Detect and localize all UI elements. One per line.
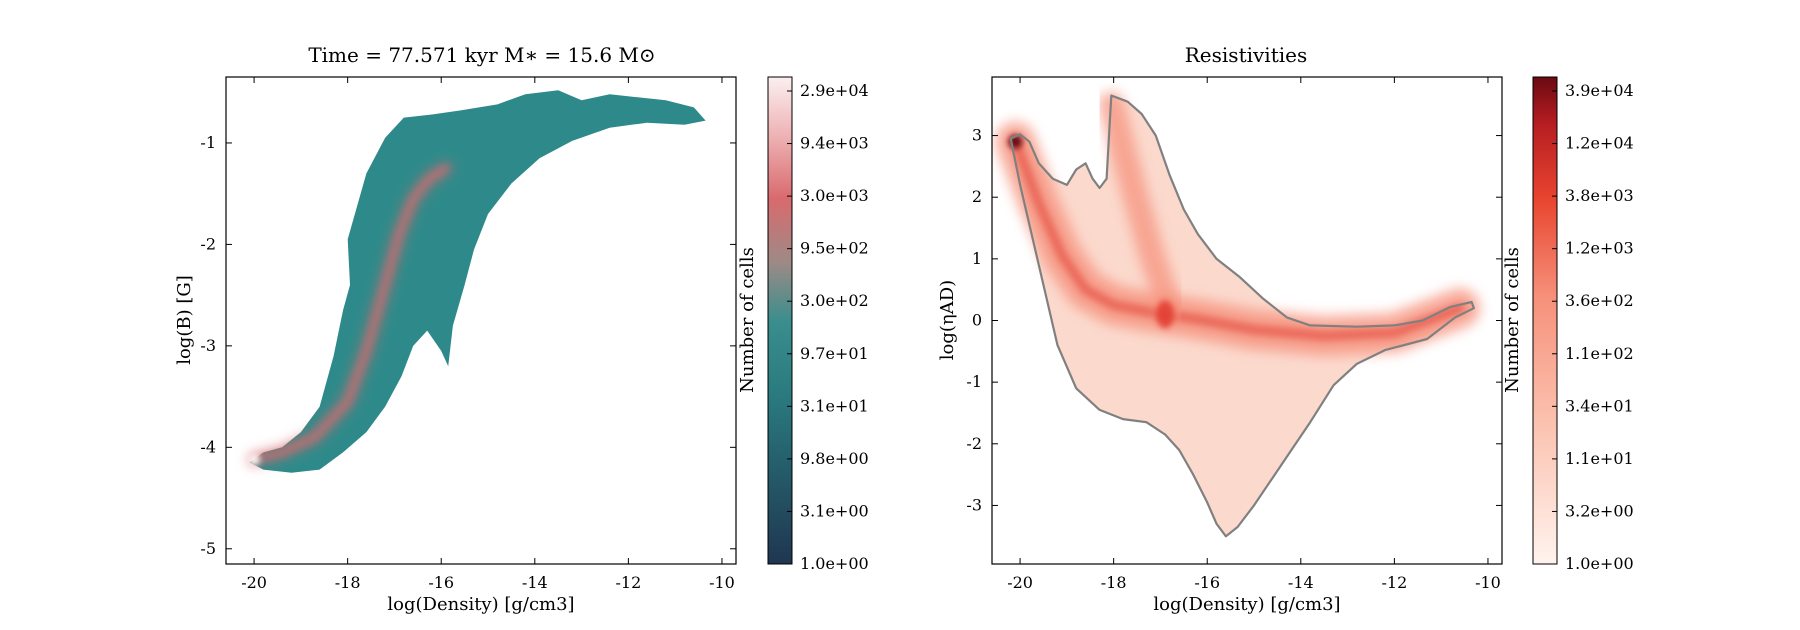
- p1-ytick-label: -2: [200, 234, 216, 253]
- p2-colorbar-tick-label: 3.9e+04: [1565, 81, 1634, 100]
- p2-colorbar-tick-label: 3.2e+00: [1565, 501, 1634, 520]
- p1-colorbar-tick-label: 3.1e+00: [800, 501, 869, 520]
- p2-ytick-label: 2: [972, 187, 982, 206]
- p2-xtick-label: -12: [1382, 573, 1408, 592]
- p2-colorbar-tick-label: 3.4e+01: [1565, 396, 1634, 415]
- magnetic-field-panel: Time = 77.571 kyr M∗ = 15.6 M⊙ -20 -18 -16…: [174, 43, 869, 615]
- p2-ytick-label: -2: [966, 434, 982, 453]
- p2-colorbar-tick-label: 1.0e+00: [1565, 554, 1634, 573]
- panel2-x-ticks: -20 -18 -16 -14 -12 -10: [1007, 77, 1501, 592]
- panel2-colorbar-label: Number of cells: [1502, 247, 1523, 393]
- p1-ytick-label: -1: [200, 133, 216, 152]
- panel2-heatmap: [995, 91, 1480, 538]
- p1-colorbar-tick-label: 9.7e+01: [800, 344, 869, 363]
- p2-ytick-label: 1: [972, 249, 982, 268]
- p1-xtick-label: -12: [616, 573, 642, 592]
- p1-ytick-label: -3: [200, 336, 216, 355]
- panel2-ylabel: log(ηAD): [937, 280, 958, 360]
- p1-xtick-label: -18: [335, 573, 361, 592]
- p2-colorbar-tick-label: 1.2e+03: [1565, 239, 1634, 258]
- p1-colorbar-tick-label: 1.0e+00: [800, 554, 869, 573]
- p1-xtick-label: -16: [428, 573, 454, 592]
- panel1-x-ticks: -20 -18 -16 -14 -12 -10: [241, 77, 735, 592]
- panel1-xlabel: log(Density) [g/cm3]: [387, 594, 574, 615]
- p1-xtick-label: -10: [709, 573, 735, 592]
- p1-colorbar-tick-label: 9.8e+00: [800, 449, 869, 468]
- resistivity-panel: Resistivities -20 -18 -16 -14 -12 -10 -3-2-10…: [937, 43, 1634, 615]
- panel2-colorbar: [1532, 76, 1558, 565]
- p1-ytick-label: -4: [200, 437, 216, 456]
- p1-colorbar-tick-label: 3.1e+01: [800, 396, 869, 415]
- panel1-heatmap: [247, 90, 706, 473]
- p1-colorbar-tick-label: 3.0e+03: [800, 186, 869, 205]
- panel2-title: Resistivities: [1185, 43, 1307, 67]
- p2-colorbar-tick-label: 3.8e+03: [1565, 186, 1634, 205]
- p2-colorbar-tick-label: 1.1e+02: [1565, 344, 1634, 363]
- p1-colorbar-tick-label: 3.0e+02: [800, 291, 869, 310]
- p1-ytick-label: -5: [200, 539, 216, 558]
- panel1-ylabel: log(B) [G]: [174, 275, 195, 365]
- p1-hotspot: [248, 453, 261, 466]
- p2-ytick-label: -1: [966, 372, 982, 391]
- panel1-axes-frame: [225, 76, 737, 565]
- panel1-y-ticks: -5 -4 -3 -2 -1: [200, 133, 736, 558]
- p2-colorbar-tick-label: 3.6e+02: [1565, 291, 1634, 310]
- panel1-title: Time = 77.571 kyr M∗ = 15.6 M⊙: [308, 43, 655, 67]
- p2-ytick-label: 0: [972, 311, 982, 330]
- p2-hotspot-secondary: [1156, 300, 1175, 329]
- p2-xtick-label: -14: [1288, 573, 1314, 592]
- p2-colorbar-tick-label: 1.2e+04: [1565, 134, 1634, 153]
- p1-xtick-label: -14: [522, 573, 548, 592]
- p2-xtick-label: -10: [1475, 573, 1501, 592]
- panel2-colorbar-ticks: 1.0e+00 3.2e+00 1.1e+01 3.4e+01 1.1e+02 3.6e+…: [1552, 81, 1634, 573]
- panel1-colorbar: [767, 76, 793, 565]
- p1-ridge-core: [251, 165, 449, 462]
- p2-ridge-core: [1010, 136, 1465, 341]
- p1-colorbar-tick-label: 9.4e+03: [800, 134, 869, 153]
- p1-colorbar-tick-label: 2.9e+04: [800, 81, 869, 100]
- p1-colorbar-tick-label: 9.5e+02: [800, 239, 869, 258]
- panel1-colorbar-label: Number of cells: [737, 247, 758, 393]
- p2-colorbar-tick-label: 1.1e+01: [1565, 449, 1634, 468]
- p1-xtick-label: -20: [241, 573, 267, 592]
- p2-branch-glow: [1098, 91, 1183, 322]
- panel1-colorbar-ticks: 1.0e+00 3.1e+00 9.8e+00 3.1e+01 9.7e+01 3.0e+…: [787, 81, 869, 573]
- p2-ytick-label: 3: [972, 126, 982, 145]
- p2-xtick-label: -18: [1101, 573, 1127, 592]
- p2-xtick-label: -20: [1007, 573, 1033, 592]
- panel2-y-ticks: -3 -2 -1 0 1 2 3: [966, 126, 1502, 514]
- p2-ytick-label: -3: [966, 495, 982, 514]
- p2-xtick-label: -16: [1194, 573, 1220, 592]
- p2-contour-outline: [1009, 94, 1476, 538]
- p1-density-region: [249, 90, 706, 473]
- panel2-xlabel: log(Density) [g/cm3]: [1153, 594, 1340, 615]
